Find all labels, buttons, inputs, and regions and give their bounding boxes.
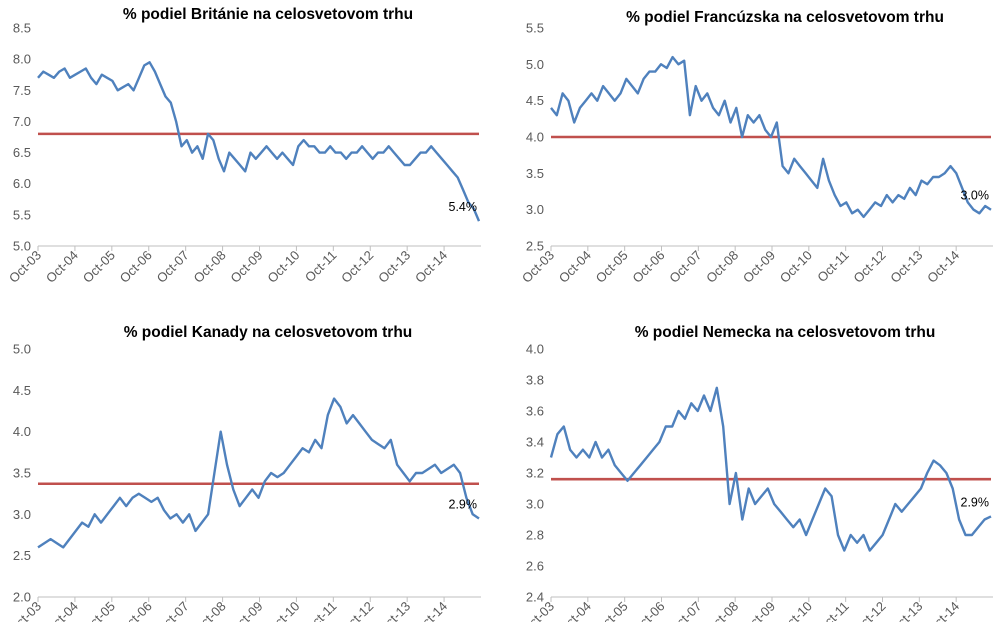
y-tick-label: 3.5 xyxy=(13,466,31,481)
x-tick-label: Oct-14 xyxy=(924,248,962,286)
y-tick-label: 3.4 xyxy=(526,435,544,450)
y-tick-label: 4.0 xyxy=(526,342,544,357)
end-value-label: 5.4% xyxy=(449,200,478,214)
x-tick-label: Oct-11 xyxy=(814,248,852,286)
y-tick-label: 3.0 xyxy=(526,497,544,512)
y-tick-label: 5.0 xyxy=(13,342,31,357)
x-tick-label: Oct-11 xyxy=(814,599,852,622)
x-tick-label: Oct-10 xyxy=(777,599,815,622)
x-tick-label: Oct-04 xyxy=(556,599,594,622)
x-tick-label: Oct-09 xyxy=(740,599,778,622)
y-tick-label: 2.4 xyxy=(526,590,544,605)
x-tick-label: Oct-07 xyxy=(666,599,704,622)
x-tick-label: Oct-05 xyxy=(80,599,118,622)
x-tick-label: Oct-14 xyxy=(412,599,450,622)
x-tick-label: Oct-05 xyxy=(593,599,631,622)
y-tick-label: 4.0 xyxy=(13,424,31,439)
y-tick-label: 6.0 xyxy=(13,176,31,191)
series-line xyxy=(37,61,481,222)
y-tick-label: 5.5 xyxy=(526,21,544,36)
chart-panel-canada: % podiel Kanady na celosvetovom trhu 2.0 2… xyxy=(0,311,503,622)
y-tick-label: 2.5 xyxy=(13,548,31,563)
x-tick-label: Oct-08 xyxy=(191,599,229,622)
x-tick-label: Oct-14 xyxy=(412,248,450,286)
x-tick-label: Oct-13 xyxy=(887,599,925,622)
end-value-label: 2.9% xyxy=(449,497,478,511)
chart-title: % podiel Francúzska na celosvetovom trhu xyxy=(626,9,944,26)
y-tick-label: 3.0 xyxy=(526,202,544,217)
x-tick-label: Oct-12 xyxy=(338,248,376,286)
x-tick-label: Oct-07 xyxy=(154,599,192,622)
y-tick-label: 4.5 xyxy=(13,383,31,398)
x-tick-label: Oct-08 xyxy=(703,248,741,286)
chart-title: % podiel Kanady na celosvetovom trhu xyxy=(124,324,413,341)
x-tick-label: Oct-12 xyxy=(850,248,888,286)
series-line xyxy=(549,386,992,552)
series-line xyxy=(550,55,992,219)
x-tick-label: Oct-10 xyxy=(264,599,302,622)
x-tick-label: Oct-05 xyxy=(593,248,631,286)
chart-panel-britain: % podiel Británie na celosvetovom trhu 5.… xyxy=(0,0,503,311)
y-tick-label: 5.5 xyxy=(13,207,31,222)
end-value-label: 3.0% xyxy=(961,189,990,203)
x-tick-label: Oct-11 xyxy=(302,599,340,622)
series-line xyxy=(37,397,480,549)
x-tick-label: Oct-09 xyxy=(740,248,778,286)
x-tick-label: Oct-04 xyxy=(43,248,81,286)
x-tick-label: Oct-08 xyxy=(191,248,229,286)
x-tick-label: Oct-08 xyxy=(703,599,741,622)
x-tick-label: Oct-09 xyxy=(227,599,265,622)
y-tick-label: 7.5 xyxy=(13,83,31,98)
x-tick-label: Oct-06 xyxy=(629,599,667,622)
chart-britain: % podiel Británie na celosvetovom trhu 5.… xyxy=(6,6,481,286)
chart-canada: % podiel Kanady na celosvetovom trhu 2.0 2… xyxy=(6,324,481,622)
x-tick-label: Oct-07 xyxy=(666,248,704,286)
x-tick-label: Oct-13 xyxy=(887,248,925,286)
end-value-label: 2.9% xyxy=(961,495,990,509)
x-tick-label: Oct-13 xyxy=(375,248,413,286)
y-tick-label: 4.0 xyxy=(526,130,544,145)
x-tick-label: Oct-13 xyxy=(375,599,413,622)
x-tick-label: Oct-05 xyxy=(80,248,118,286)
y-tick-label: 2.8 xyxy=(526,528,544,543)
chart-germany: % podiel Nemecka na celosvetovom trhu 2.4… xyxy=(519,324,993,622)
y-tick-label: 2.0 xyxy=(13,590,31,605)
y-tick-label: 7.0 xyxy=(13,114,31,129)
x-tick-label: Oct-12 xyxy=(850,599,888,622)
y-tick-label: 8.0 xyxy=(13,52,31,67)
x-tick-label: Oct-12 xyxy=(338,599,376,622)
y-tick-label: 3.8 xyxy=(526,373,544,388)
y-tick-label: 2.6 xyxy=(526,559,544,574)
y-tick-label: 3.0 xyxy=(13,507,31,522)
chart-france: % podiel Francúzska na celosvetovom trhu… xyxy=(519,9,993,286)
y-tick-label: 3.2 xyxy=(526,466,544,481)
y-tick-label: 6.5 xyxy=(13,145,31,160)
x-tick-label: Oct-06 xyxy=(117,248,155,286)
x-tick-label: Oct-14 xyxy=(924,599,962,622)
y-tick-label: 8.5 xyxy=(13,21,31,36)
y-tick-label: 3.5 xyxy=(526,166,544,181)
y-tick-label: 3.6 xyxy=(526,404,544,419)
y-tick-label: 5.0 xyxy=(526,57,544,72)
x-tick-label: Oct-06 xyxy=(629,248,667,286)
y-tick-label: 2.5 xyxy=(526,239,544,254)
x-tick-label: Oct-07 xyxy=(154,248,192,286)
x-tick-label: Oct-10 xyxy=(264,248,302,286)
chart-panel-france: % podiel Francúzska na celosvetovom trhu… xyxy=(503,0,1006,311)
y-tick-label: 5.0 xyxy=(13,239,31,254)
x-tick-label: Oct-11 xyxy=(302,248,340,286)
x-tick-label: Oct-04 xyxy=(43,599,81,622)
chart-panel-germany: % podiel Nemecka na celosvetovom trhu 2.4… xyxy=(503,311,1006,622)
y-tick-label: 4.5 xyxy=(526,93,544,108)
chart-title: % podiel Nemecka na celosvetovom trhu xyxy=(635,324,936,341)
x-tick-label: Oct-09 xyxy=(227,248,265,286)
x-tick-label: Oct-04 xyxy=(556,248,594,286)
x-tick-label: Oct-06 xyxy=(117,599,155,622)
x-tick-label: Oct-10 xyxy=(777,248,815,286)
chart-title: % podiel Británie na celosvetovom trhu xyxy=(123,6,413,23)
